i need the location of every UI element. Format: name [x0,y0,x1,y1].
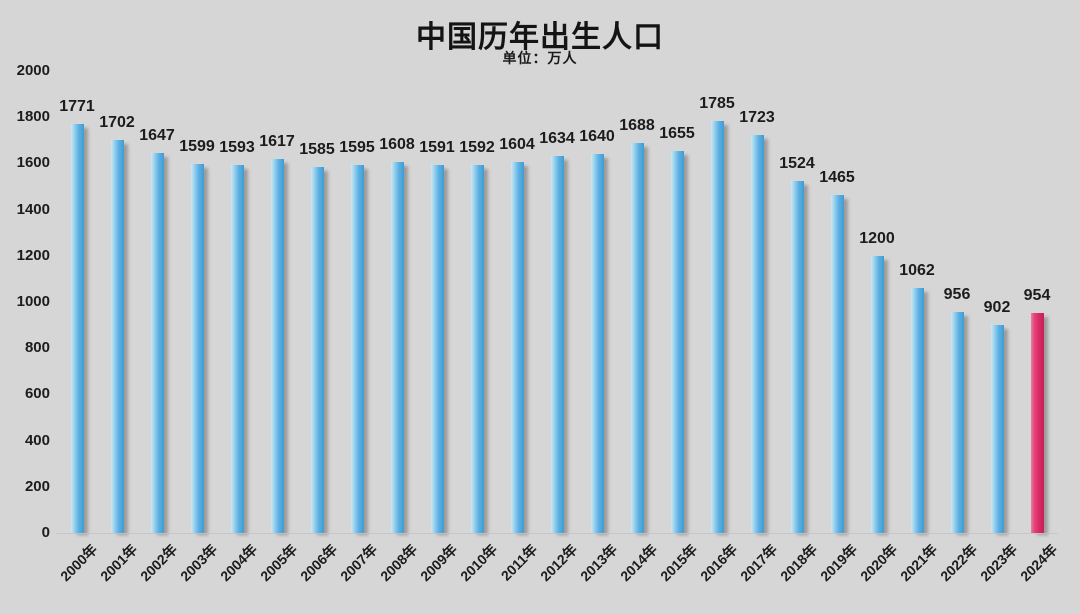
bar-value-label: 1585 [299,140,335,158]
bar [630,143,644,533]
bar-value-label: 1200 [859,229,895,247]
bar-value-label: 1702 [99,113,135,131]
bar [190,163,204,533]
y-tick-label: 600 [24,385,50,403]
bar [950,312,964,533]
bar [550,155,564,533]
bar-value-label: 1647 [139,126,175,144]
bar-value-label: 1593 [219,139,255,157]
bar-value-label: 1599 [179,137,215,155]
bar-value-label: 1688 [619,117,655,135]
bar-value-label: 1634 [539,129,575,147]
y-tick-label: 800 [24,339,50,357]
bar [230,165,244,533]
bar-value-label: 902 [983,298,1011,316]
x-axis-baseline [56,533,1058,534]
bar [310,166,324,533]
bar [270,159,284,533]
bar-value-label: 1617 [259,133,295,151]
bar-value-label: 1608 [379,135,415,153]
y-tick-label: 1200 [16,246,50,264]
bar-value-label: 956 [943,286,971,304]
bar [910,287,924,533]
y-tick-label: 1000 [16,293,50,310]
bar [750,134,764,533]
bar-value-label: 954 [1023,286,1051,304]
bar-value-label: 1591 [419,139,455,157]
bar [670,150,684,533]
y-tick-label: 200 [24,477,50,495]
bar-value-label: 1595 [339,138,375,156]
chart-title: 中国历年出生人口 [416,21,664,54]
bar-value-label: 1604 [499,136,535,154]
bar [830,194,844,533]
bar [110,139,124,533]
bar [790,180,804,533]
bar [510,162,524,533]
y-tick-label: 400 [24,431,50,449]
y-tick-label: 0 [41,524,50,541]
bar-value-label: 1592 [459,139,495,157]
bar [710,120,724,533]
y-tick-label: 2000 [16,62,50,79]
y-tick-label: 1600 [16,154,50,172]
bar [870,255,884,533]
bar-value-label: 1640 [579,128,615,146]
bar [390,161,404,533]
bar [990,324,1004,533]
bar-value-label: 1524 [779,154,815,172]
y-tick-label: 1800 [16,108,50,126]
bar [430,165,444,533]
y-tick-label: 1400 [16,200,50,218]
bar-highlight-2024 [1030,312,1044,533]
bar-value-label: 1771 [59,97,95,115]
bar [590,154,604,533]
bar-value-label: 1655 [659,124,695,142]
bar [470,165,484,533]
bar [150,152,164,533]
bar-value-label: 1723 [739,108,775,126]
bar-value-label: 1785 [699,94,735,112]
bar [70,123,84,533]
bar-value-label: 1062 [899,261,935,279]
bar-value-label: 1465 [819,168,855,186]
bar [350,164,364,533]
chart-subtitle: 单位：万人 [502,50,578,66]
